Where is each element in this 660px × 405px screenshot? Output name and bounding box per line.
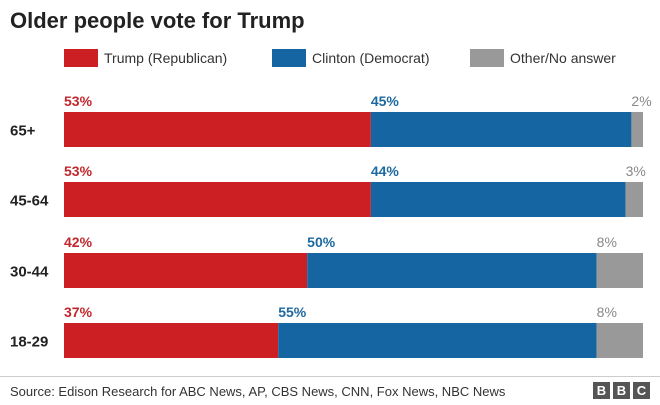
- legend-label-other: Other/No answer: [510, 50, 616, 66]
- legend-label-trump: Trump (Republican): [104, 50, 228, 66]
- bar-segment-clinton: [307, 253, 597, 288]
- data-label-clinton: 44%: [371, 163, 400, 179]
- bbc-logo-letter: B: [593, 382, 610, 399]
- data-label-clinton: 50%: [307, 234, 336, 250]
- data-label-clinton: 55%: [278, 304, 307, 320]
- stacked-bar-chart: 65+ 53% 45% 2% 45-64 53% 44% 3% 30-44 42% 50% 8% 18-…: [10, 93, 652, 358]
- category-label: 18-29: [10, 334, 48, 351]
- data-label-other: 8%: [597, 234, 617, 250]
- category-label: 65+: [10, 123, 36, 140]
- data-label-trump: 37%: [64, 304, 93, 320]
- data-label-trump: 53%: [64, 93, 93, 109]
- legend-swatch-other: [470, 49, 504, 67]
- category-label: 45-64: [10, 193, 49, 210]
- source-note: Source: Edison Research for ABC News, AP…: [10, 384, 506, 399]
- bar-segment-trump: [64, 182, 371, 217]
- bar-segment-other: [596, 253, 643, 288]
- bar-segment-trump: [64, 323, 279, 358]
- category-label: 30-44: [10, 264, 49, 281]
- bbc-logo-letter: C: [633, 382, 650, 399]
- data-label-trump: 53%: [64, 163, 93, 179]
- bar-segment-clinton: [370, 182, 626, 217]
- legend-swatch-trump: [64, 49, 98, 67]
- bar-segment-other: [625, 182, 643, 217]
- bar-segment-clinton: [278, 323, 597, 358]
- legend-swatch-clinton: [272, 49, 306, 67]
- bbc-logo-letter: B: [613, 382, 630, 399]
- bar-segment-other: [596, 323, 643, 358]
- bar-segment-other: [631, 112, 643, 147]
- source-divider: [0, 376, 660, 377]
- data-label-other: 2%: [631, 93, 651, 109]
- data-label-other: 8%: [597, 304, 617, 320]
- data-label-clinton: 45%: [371, 93, 400, 109]
- chart-title: Older people vote for Trump: [10, 8, 305, 33]
- legend-label-clinton: Clinton (Democrat): [312, 50, 430, 66]
- bar-segment-trump: [64, 112, 371, 147]
- data-label-trump: 42%: [64, 234, 93, 250]
- bar-segment-clinton: [370, 112, 632, 147]
- bar-segment-trump: [64, 253, 308, 288]
- data-label-other: 3%: [626, 163, 646, 179]
